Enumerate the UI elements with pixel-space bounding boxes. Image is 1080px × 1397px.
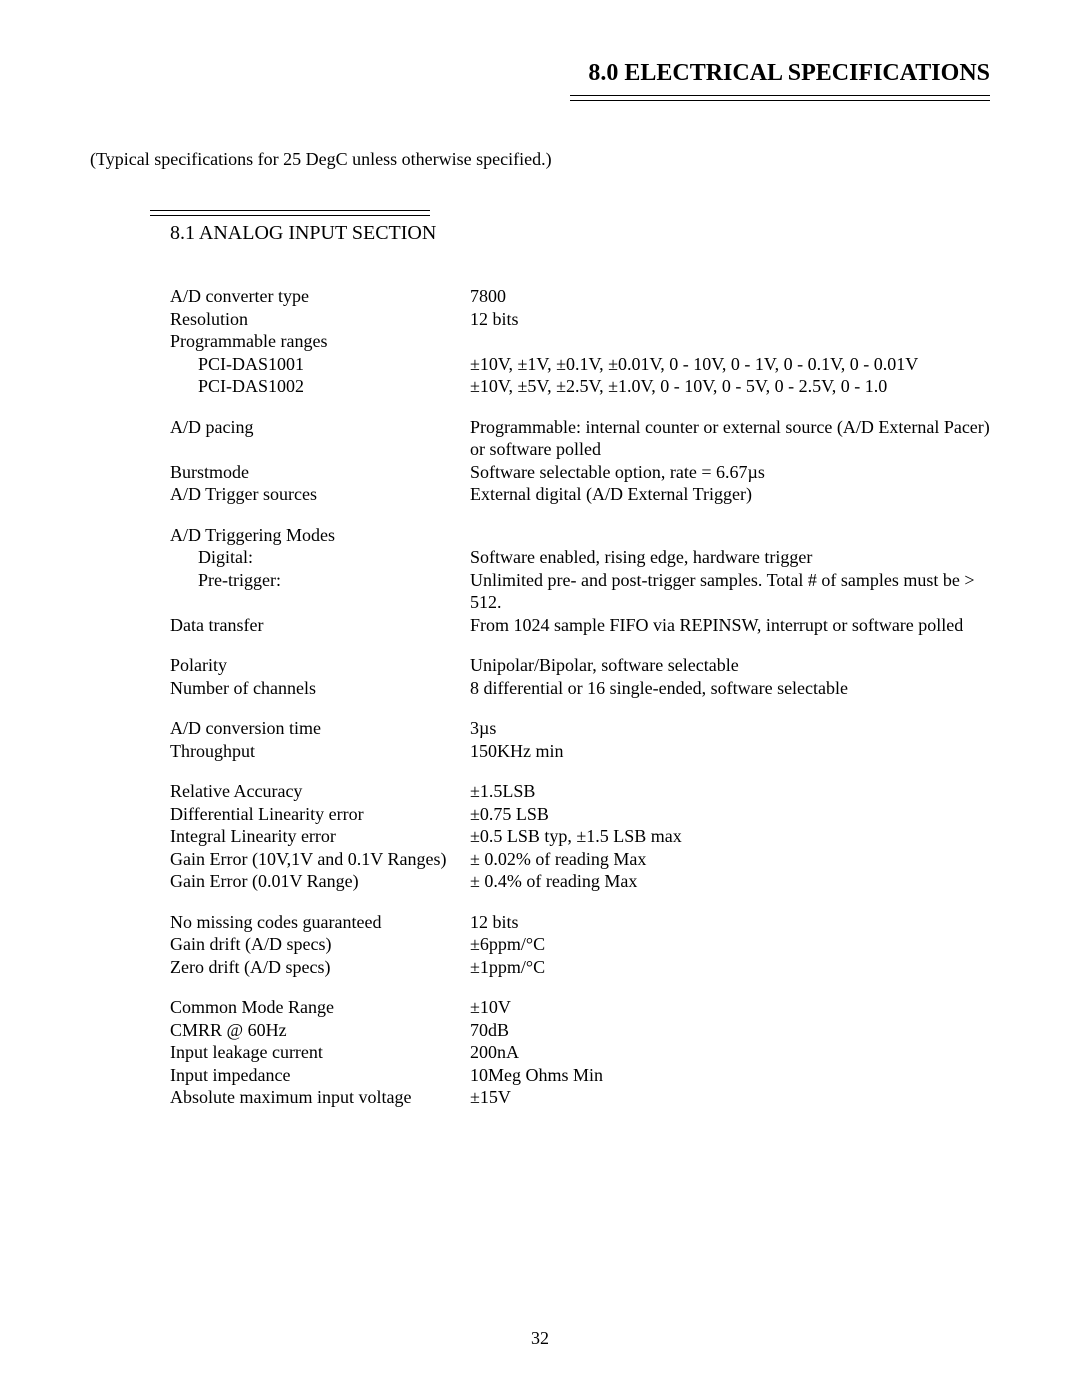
spec-row: PCI-DAS1001±10V, ±1V, ±0.1V, ±0.01V, 0 -… (170, 353, 990, 376)
spec-label: PCI-DAS1001 (170, 353, 470, 376)
spec-label: Throughput (170, 740, 470, 763)
spec-value: 7800 (470, 285, 990, 308)
spec-label: Relative Accuracy (170, 780, 470, 803)
spec-label: A/D Triggering Modes (170, 524, 470, 547)
spec-row: No missing codes guaranteed12 bits (170, 911, 990, 934)
spec-row: Number of channels8 differential or 16 s… (170, 677, 990, 700)
spec-label: Zero drift (A/D specs) (170, 956, 470, 979)
spec-row: Input leakage current200nA (170, 1041, 990, 1064)
spec-row: A/D converter type7800 (170, 285, 990, 308)
title-rule (570, 95, 990, 101)
spec-label: Input impedance (170, 1064, 470, 1087)
spec-row: PCI-DAS1002±10V, ±5V, ±2.5V, ±1.0V, 0 - … (170, 375, 990, 398)
spec-row: Common Mode Range±10V (170, 996, 990, 1019)
spec-label: A/D converter type (170, 285, 470, 308)
spec-row: A/D conversion time3µs (170, 717, 990, 740)
spec-value: 8 differential or 16 single-ended, softw… (470, 677, 990, 700)
spec-value: 12 bits (470, 911, 990, 934)
spec-label: A/D conversion time (170, 717, 470, 740)
spec-value: Software enabled, rising edge, hardware … (470, 546, 990, 569)
spec-label: Integral Linearity error (170, 825, 470, 848)
spec-block: A/D converter type7800 Resolution12 bits… (170, 285, 990, 1109)
spec-label: Gain Error (10V,1V and 0.1V Ranges) (170, 848, 470, 871)
spec-label: PCI-DAS1002 (170, 375, 470, 398)
spec-label: Differential Linearity error (170, 803, 470, 826)
spec-label: Absolute maximum input voltage (170, 1086, 470, 1109)
spec-value: 12 bits (470, 308, 990, 331)
spec-label: Data transfer (170, 614, 470, 637)
section-rule (150, 210, 430, 216)
spec-label: Resolution (170, 308, 470, 331)
spec-value: 200nA (470, 1041, 990, 1064)
spec-row: Throughput150KHz min (170, 740, 990, 763)
spec-value: ±15V (470, 1086, 990, 1109)
spec-value (470, 524, 990, 547)
spec-row: A/D Triggering Modes (170, 524, 990, 547)
spec-label: A/D Trigger sources (170, 483, 470, 506)
spec-row: Pre-trigger:Unlimited pre- and post-trig… (170, 569, 990, 614)
spec-value: External digital (A/D External Trigger) (470, 483, 990, 506)
spec-value: ±10V, ±1V, ±0.1V, ±0.01V, 0 - 10V, 0 - 1… (470, 353, 990, 376)
spec-row: A/D pacingProgrammable: internal counter… (170, 416, 990, 461)
spec-value: Unlimited pre- and post-trigger samples.… (470, 569, 990, 614)
spec-value: ± 0.02% of reading Max (470, 848, 990, 871)
spec-row: Gain drift (A/D specs)±6ppm/°C (170, 933, 990, 956)
spec-value: 10Meg Ohms Min (470, 1064, 990, 1087)
spec-label: Input leakage current (170, 1041, 470, 1064)
spec-row: Gain Error (10V,1V and 0.1V Ranges)± 0.0… (170, 848, 990, 871)
spec-value: Software selectable option, rate = 6.67µ… (470, 461, 990, 484)
spec-value: ±0.5 LSB typ, ±1.5 LSB max (470, 825, 990, 848)
spec-value: ±10V, ±5V, ±2.5V, ±1.0V, 0 - 10V, 0 - 5V… (470, 375, 990, 398)
spec-value: Unipolar/Bipolar, software selectable (470, 654, 990, 677)
spec-row: BurstmodeSoftware selectable option, rat… (170, 461, 990, 484)
spec-label: CMRR @ 60Hz (170, 1019, 470, 1042)
spec-label: Gain Error (0.01V Range) (170, 870, 470, 893)
spec-value: ±10V (470, 996, 990, 1019)
spec-row: Data transferFrom 1024 sample FIFO via R… (170, 614, 990, 637)
spec-value (470, 330, 990, 353)
spec-row: Programmable ranges (170, 330, 990, 353)
spec-label: Pre-trigger: (170, 569, 470, 614)
spec-value: 150KHz min (470, 740, 990, 763)
spec-value: From 1024 sample FIFO via REPINSW, inter… (470, 614, 990, 637)
spec-label: Number of channels (170, 677, 470, 700)
spec-label: Digital: (170, 546, 470, 569)
spec-label: No missing codes guaranteed (170, 911, 470, 934)
spec-value: ±0.75 LSB (470, 803, 990, 826)
spec-row: Gain Error (0.01V Range)± 0.4% of readin… (170, 870, 990, 893)
spec-value: ±6ppm/°C (470, 933, 990, 956)
spec-label: A/D pacing (170, 416, 470, 461)
spec-row: Absolute maximum input voltage±15V (170, 1086, 990, 1109)
spec-label: Burstmode (170, 461, 470, 484)
spec-row: PolarityUnipolar/Bipolar, software selec… (170, 654, 990, 677)
intro-text: (Typical specifications for 25 DegC unle… (90, 149, 990, 170)
spec-value: ± 0.4% of reading Max (470, 870, 990, 893)
spec-row: Input impedance10Meg Ohms Min (170, 1064, 990, 1087)
spec-row: Zero drift (A/D specs)±1ppm/°C (170, 956, 990, 979)
spec-value: ±1.5LSB (470, 780, 990, 803)
spec-label: Polarity (170, 654, 470, 677)
page-title: 8.0 ELECTRICAL SPECIFICATIONS (90, 60, 990, 93)
spec-value: ±1ppm/°C (470, 956, 990, 979)
spec-row: Differential Linearity error±0.75 LSB (170, 803, 990, 826)
section-title: 8.1 ANALOG INPUT SECTION (170, 222, 990, 245)
spec-label: Gain drift (A/D specs) (170, 933, 470, 956)
spec-row: Resolution12 bits (170, 308, 990, 331)
spec-value: 3µs (470, 717, 990, 740)
spec-value: 70dB (470, 1019, 990, 1042)
spec-row: CMRR @ 60Hz70dB (170, 1019, 990, 1042)
spec-row: Integral Linearity error±0.5 LSB typ, ±1… (170, 825, 990, 848)
spec-value: Programmable: internal counter or extern… (470, 416, 990, 461)
spec-row: Relative Accuracy±1.5LSB (170, 780, 990, 803)
page-number: 32 (0, 1328, 1080, 1349)
spec-label: Common Mode Range (170, 996, 470, 1019)
spec-row: A/D Trigger sourcesExternal digital (A/D… (170, 483, 990, 506)
spec-row: Digital:Software enabled, rising edge, h… (170, 546, 990, 569)
spec-label: Programmable ranges (170, 330, 470, 353)
